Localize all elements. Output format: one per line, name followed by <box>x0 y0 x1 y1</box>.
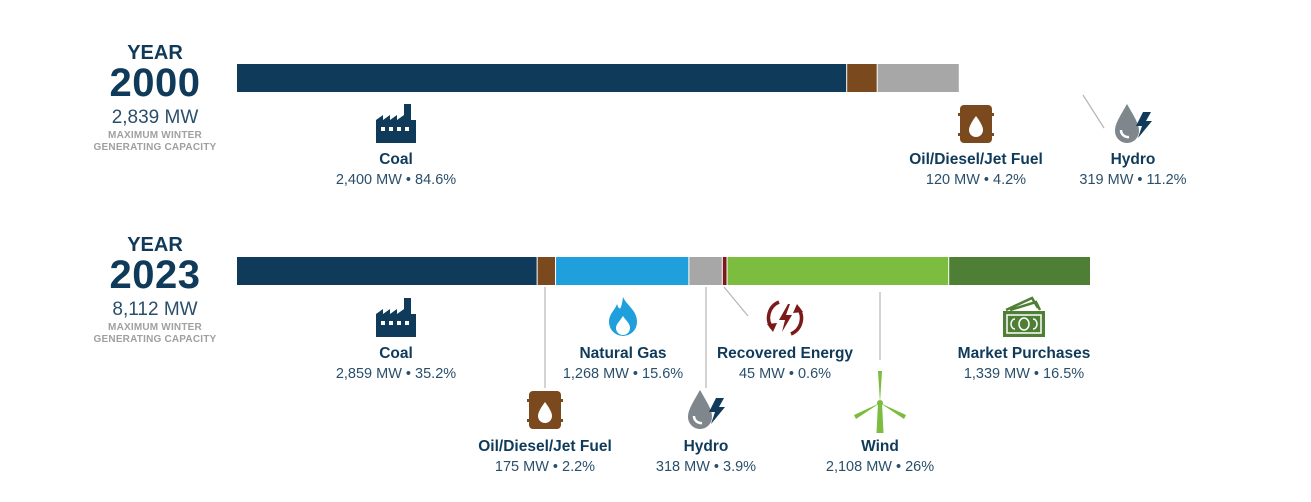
year-label: YEAR <box>127 234 183 256</box>
segment-label-hydro: Hydro 318 MW • 3.9% <box>656 287 756 475</box>
year-number: 2023 <box>109 253 201 297</box>
segment-label-gas: Natural Gas 1,268 MW • 15.6% <box>563 297 683 382</box>
caption-line-2: GENERATING CAPACITY <box>93 334 217 345</box>
bar-segment-recovered <box>722 257 728 285</box>
segment-value: 120 MW • 4.2% <box>926 172 1026 188</box>
segment-label-hydro: Hydro 319 MW • 11.2% <box>1079 94 1187 188</box>
segment-name: Market Purchases <box>958 345 1091 362</box>
bar-group-2023: Coal 2,859 MW • 35.2% Oil/Diesel/Jet Fuel 1… <box>237 257 1090 475</box>
gas-flame-icon <box>609 297 637 336</box>
segment-name: Coal <box>379 345 413 362</box>
segment-value: 45 MW • 0.6% <box>739 366 831 382</box>
hydro-drop-bolt-icon <box>688 390 725 429</box>
bar-segment-gas <box>556 257 690 285</box>
segment-label-wind: Wind 2,108 MW • 26% <box>826 292 934 475</box>
year-block-2000: YEAR 2000 2,839 MW MAXIMUM WINTER GENERA… <box>60 42 250 154</box>
segment-name: Hydro <box>1111 151 1156 168</box>
cash-icon <box>1003 296 1045 337</box>
bar-segment-coal <box>237 257 538 285</box>
oil-barrel-icon <box>958 105 994 143</box>
segment-value: 1,268 MW • 15.6% <box>563 366 683 382</box>
year-label: YEAR <box>127 42 183 64</box>
segment-name: Recovered Energy <box>717 345 853 362</box>
factory-icon <box>376 298 416 337</box>
segment-label-coal: Coal 2,400 MW • 84.6% <box>336 104 456 188</box>
segment-value: 175 MW • 2.2% <box>495 459 595 475</box>
segment-name: Wind <box>861 438 899 455</box>
segment-label-oil: Oil/Diesel/Jet Fuel 175 MW • 2.2% <box>478 287 612 475</box>
bar-group-2000: Coal 2,400 MW • 84.6% Oil/Diesel/Jet Fuel 1… <box>237 64 1187 188</box>
caption-line-1: MAXIMUM WINTER <box>108 322 202 333</box>
bar-segment-market <box>949 257 1090 285</box>
segment-value: 1,339 MW • 16.5% <box>964 366 1084 382</box>
year-block-2023: YEAR 2023 8,112 MW MAXIMUM WINTER GENERA… <box>60 234 250 346</box>
leader-line <box>1082 94 1105 129</box>
total-capacity: 8,112 MW <box>112 299 198 320</box>
bar-segment-oil <box>537 257 557 285</box>
factory-icon <box>376 104 416 143</box>
segment-name: Hydro <box>684 438 729 455</box>
wind-turbine-icon <box>854 371 906 433</box>
segment-name: Coal <box>379 151 413 168</box>
recycle-bolt-icon <box>766 300 804 336</box>
segment-label-coal: Coal 2,859 MW • 35.2% <box>336 298 456 382</box>
segment-value: 2,108 MW • 26% <box>826 459 934 475</box>
segment-name: Natural Gas <box>579 345 666 362</box>
oil-barrel-icon <box>527 391 563 429</box>
segment-value: 319 MW • 11.2% <box>1079 172 1186 188</box>
segment-label-recovered: Recovered Energy 45 MW • 0.6% <box>717 286 853 382</box>
segment-value: 2,400 MW • 84.6% <box>336 172 456 188</box>
bar-segment-coal <box>237 64 848 92</box>
segment-value: 318 MW • 3.9% <box>656 459 756 475</box>
year-number: 2000 <box>109 61 201 105</box>
segment-label-oil: Oil/Diesel/Jet Fuel 120 MW • 4.2% <box>909 105 1043 188</box>
total-capacity: 2,839 MW <box>111 107 199 128</box>
bar-segment-hydro <box>689 257 723 285</box>
segment-name: Oil/Diesel/Jet Fuel <box>478 438 612 455</box>
hydro-drop-bolt-icon <box>1115 104 1152 143</box>
segment-name: Oil/Diesel/Jet Fuel <box>909 151 1043 168</box>
bar-segment-hydro <box>877 64 959 92</box>
segment-label-market: Market Purchases 1,339 MW • 16.5% <box>958 296 1091 382</box>
caption-line-2: GENERATING CAPACITY <box>93 142 217 153</box>
leader-line <box>723 286 749 317</box>
caption-line-1: MAXIMUM WINTER <box>108 130 202 141</box>
bar-segment-wind <box>727 257 950 285</box>
bar-segment-oil <box>847 64 878 92</box>
segment-value: 2,859 MW • 35.2% <box>336 366 456 382</box>
